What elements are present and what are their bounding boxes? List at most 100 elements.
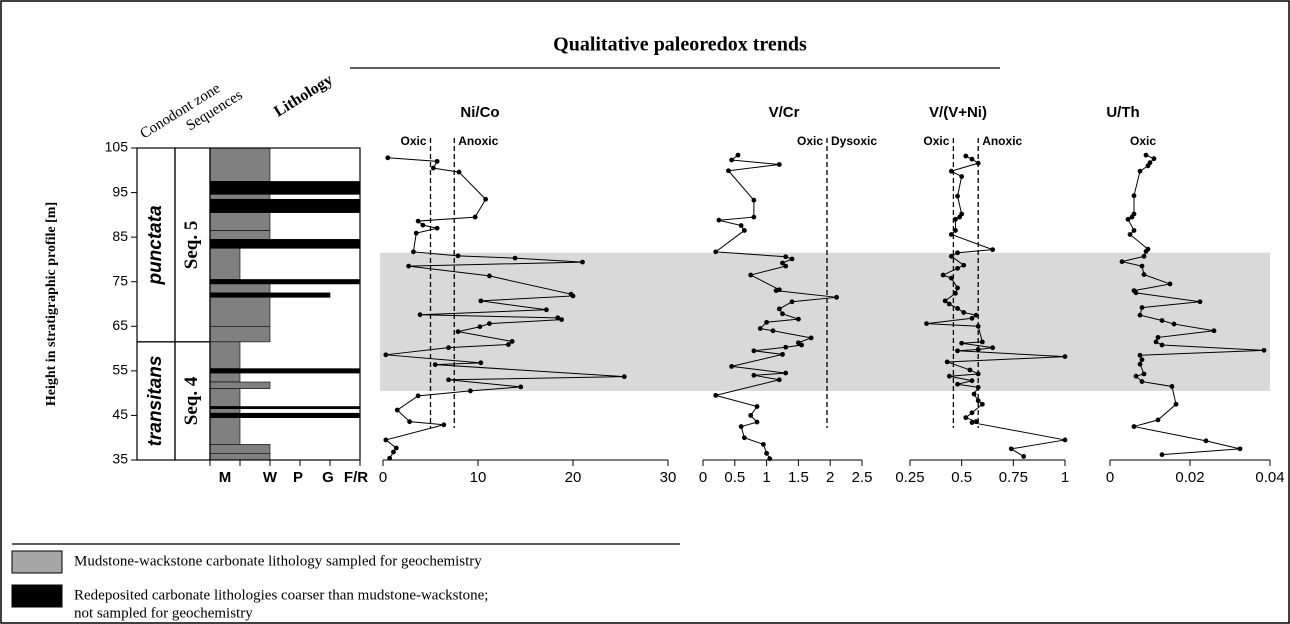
- sample-point: [780, 260, 785, 266]
- x-tick-label: 0.5: [724, 469, 745, 486]
- legend-label: not sampled for geochemistry: [74, 605, 253, 621]
- sample-point: [959, 174, 965, 179]
- sample-point: [509, 339, 515, 344]
- sample-point: [969, 410, 975, 416]
- sample-point: [751, 197, 757, 203]
- sample-point: [955, 250, 960, 256]
- sample-point: [1137, 168, 1143, 174]
- sample-point: [420, 222, 426, 228]
- sample-point: [1159, 342, 1165, 348]
- x-tick-label: 0: [699, 469, 707, 486]
- sample-point: [834, 294, 839, 300]
- lithology-category: F/R: [344, 469, 368, 486]
- sample-point: [487, 273, 492, 279]
- sample-point: [1127, 232, 1133, 237]
- lithology-category: M: [219, 469, 232, 486]
- sample-point: [748, 272, 754, 278]
- sample-point: [415, 393, 421, 399]
- sample-point: [955, 348, 960, 354]
- sample-point: [1139, 379, 1145, 384]
- sample-point: [1139, 305, 1145, 310]
- sample-point: [969, 420, 975, 425]
- sample-point: [975, 323, 981, 329]
- sample-point: [1159, 452, 1165, 458]
- lithology-category: P: [293, 469, 303, 486]
- sample-point: [963, 415, 969, 421]
- sample-point: [434, 158, 440, 164]
- sample-point: [411, 249, 416, 255]
- x-tick-label: 2.5: [852, 469, 873, 486]
- lithology-bed: [209, 212, 271, 231]
- sample-point: [751, 214, 757, 220]
- panel-title: U/Th: [1106, 104, 1139, 121]
- sample-point: [506, 342, 511, 347]
- sample-point: [1159, 318, 1165, 323]
- sample-point: [975, 384, 981, 390]
- sample-point: [751, 348, 757, 354]
- sample-point: [764, 319, 769, 325]
- sample-point: [1197, 299, 1203, 305]
- sample-point: [948, 168, 954, 174]
- sample-point: [1169, 384, 1175, 389]
- sample-point: [1153, 339, 1159, 345]
- lithology-bed: [209, 453, 271, 461]
- sample-point: [1155, 335, 1161, 340]
- sample-point: [456, 169, 462, 175]
- sample-point: [413, 230, 419, 236]
- sample-point: [1155, 417, 1161, 423]
- sample-point: [973, 419, 979, 425]
- sample-point: [713, 249, 719, 255]
- sample-point: [570, 293, 576, 299]
- sample-point: [975, 160, 981, 166]
- lithology-bed: [209, 279, 361, 285]
- sample-point: [559, 317, 564, 322]
- sample-point: [1211, 328, 1217, 334]
- sample-point: [1139, 357, 1145, 363]
- sample-point: [789, 256, 795, 262]
- sample-point: [1137, 352, 1143, 358]
- sample-point: [967, 367, 973, 373]
- sample-point: [478, 298, 484, 304]
- sample-point: [544, 307, 549, 313]
- x-tick-label: 0.5: [951, 469, 972, 486]
- sample-point: [434, 225, 440, 231]
- sample-point: [407, 419, 412, 425]
- sample-point: [455, 253, 461, 259]
- sample-point: [741, 228, 747, 233]
- sample-point: [948, 275, 954, 281]
- sample-point: [946, 301, 952, 307]
- sample-point: [1151, 156, 1157, 162]
- lithology-bed: [209, 412, 361, 418]
- sample-point: [946, 373, 952, 379]
- sample-point: [942, 298, 948, 304]
- sample-point: [432, 362, 438, 368]
- sample-point: [754, 404, 760, 409]
- lithology-bed: [209, 444, 271, 454]
- lithology-bed: [209, 186, 361, 195]
- sample-point: [973, 312, 979, 318]
- sample-point: [969, 156, 975, 162]
- sample-point: [1173, 401, 1179, 407]
- sample-point: [953, 290, 958, 296]
- sample-point: [1131, 424, 1137, 429]
- sample-point: [969, 315, 975, 321]
- sample-point: [394, 407, 400, 413]
- legend-label: Redeposited carbonate lithologies coarse…: [74, 587, 488, 603]
- sample-point: [729, 364, 735, 369]
- lithology-bed: [209, 368, 361, 374]
- sample-point: [1237, 446, 1243, 452]
- sample-point: [1203, 438, 1209, 444]
- x-tick-label: 2: [826, 469, 834, 486]
- sample-point: [446, 377, 451, 383]
- sample-point: [979, 401, 985, 407]
- sample-point: [472, 214, 478, 220]
- x-tick-label: 0: [379, 469, 387, 486]
- sample-point: [1137, 361, 1143, 367]
- sample-point: [770, 328, 776, 334]
- sample-point: [1062, 354, 1068, 359]
- sample-point: [1131, 228, 1137, 233]
- x-tick-label: 1: [1061, 469, 1069, 486]
- sample-point: [776, 306, 782, 312]
- sample-point: [796, 316, 801, 322]
